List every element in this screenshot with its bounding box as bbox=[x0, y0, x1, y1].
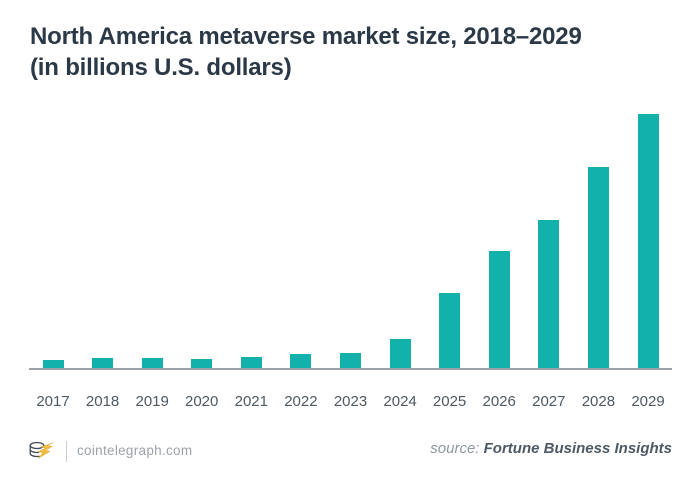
bar-2024 bbox=[389, 339, 411, 368]
bar-2022 bbox=[290, 354, 312, 368]
bar-2025 bbox=[439, 293, 461, 368]
source-credit: source: Fortune Business Insights bbox=[430, 440, 672, 457]
x-tick-2024: 2024 bbox=[383, 393, 417, 410]
bar-2026 bbox=[488, 251, 510, 368]
x-tick-2027: 2027 bbox=[532, 393, 566, 410]
x-tick-2029: 2029 bbox=[631, 393, 665, 410]
x-tick-2017: 2017 bbox=[36, 393, 70, 410]
bar-2028 bbox=[587, 167, 609, 368]
x-tick-2021: 2021 bbox=[234, 393, 268, 410]
x-tick-2026: 2026 bbox=[482, 393, 516, 410]
x-tick-2020: 2020 bbox=[185, 393, 219, 410]
bar-2020 bbox=[191, 359, 213, 368]
source-label: source: bbox=[430, 440, 480, 457]
bar-2021 bbox=[240, 357, 262, 368]
source-value: Fortune Business Insights bbox=[483, 440, 672, 457]
chart-title: North America metaverse market size, 201… bbox=[30, 21, 582, 83]
bar-2027 bbox=[538, 220, 560, 368]
cointelegraph-logo-icon bbox=[29, 441, 54, 459]
brand-domain: cointelegraph.com bbox=[77, 443, 193, 458]
x-axis-line bbox=[29, 368, 672, 370]
bar-2018 bbox=[92, 358, 114, 368]
x-tick-2022: 2022 bbox=[284, 393, 318, 410]
x-tick-2019: 2019 bbox=[135, 393, 169, 410]
x-tick-2025: 2025 bbox=[432, 393, 467, 410]
x-tick-2028: 2028 bbox=[581, 393, 616, 410]
bar-2023 bbox=[340, 353, 361, 368]
chart-title-line1: North America metaverse market size, 201… bbox=[30, 23, 582, 50]
bar-2019 bbox=[141, 358, 163, 368]
chart-title-line2: (in billions U.S. dollars) bbox=[30, 54, 292, 81]
bar-2017 bbox=[42, 360, 64, 368]
x-tick-2023: 2023 bbox=[333, 393, 368, 410]
footer-divider bbox=[66, 441, 67, 462]
bar-2029 bbox=[637, 114, 659, 368]
x-tick-2018: 2018 bbox=[85, 393, 120, 410]
